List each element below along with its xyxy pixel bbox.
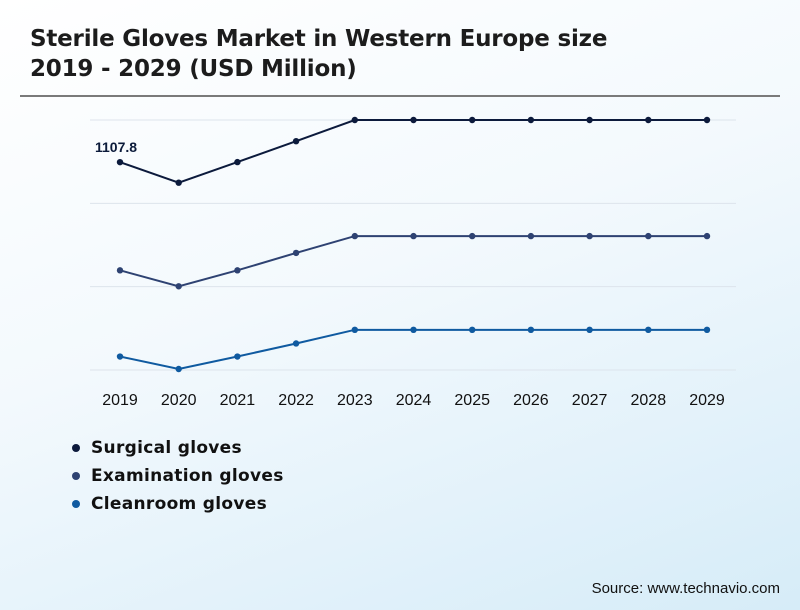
legend-marker-icon bbox=[72, 444, 80, 452]
chart-title: Sterile Gloves Market in Western Europe … bbox=[30, 24, 770, 84]
data-label: 1107.8 bbox=[95, 139, 137, 155]
legend-label: Cleanroom gloves bbox=[91, 494, 267, 514]
data-point bbox=[116, 353, 124, 360]
x-tick-label: 2020 bbox=[161, 392, 197, 409]
source-note: Source: www.technavio.com bbox=[591, 580, 780, 597]
data-point bbox=[175, 179, 182, 186]
data-point bbox=[234, 158, 241, 166]
data-point bbox=[292, 137, 300, 145]
data-point bbox=[703, 232, 711, 240]
x-tick-label: 2026 bbox=[513, 392, 549, 409]
data-point bbox=[234, 353, 241, 360]
data-point bbox=[469, 326, 476, 334]
data-point bbox=[469, 116, 476, 124]
x-tick-label: 2023 bbox=[337, 392, 373, 409]
data-point bbox=[527, 326, 535, 334]
series-line-0 bbox=[119, 119, 707, 184]
data-point bbox=[116, 267, 124, 274]
x-tick-label: 2019 bbox=[102, 392, 138, 409]
title-divider bbox=[20, 95, 780, 97]
legend-label: Surgical gloves bbox=[91, 438, 242, 458]
legend-item: Examination gloves bbox=[72, 462, 284, 490]
x-tick-label: 2028 bbox=[631, 392, 667, 409]
legend-marker-icon bbox=[72, 500, 80, 508]
data-point bbox=[351, 326, 358, 334]
data-point bbox=[116, 158, 124, 166]
x-tick-label: 2022 bbox=[278, 392, 314, 409]
legend-label: Examination gloves bbox=[91, 466, 284, 486]
legend-marker-icon bbox=[72, 472, 80, 480]
title-line-2: 2019 - 2029 (USD Million) bbox=[30, 56, 357, 82]
series-line-2 bbox=[119, 328, 707, 371]
data-point bbox=[234, 267, 241, 274]
x-tick-label: 2029 bbox=[689, 392, 725, 409]
data-point bbox=[175, 365, 182, 373]
data-point bbox=[586, 232, 593, 240]
data-point bbox=[586, 116, 593, 124]
line-chart: 1107.8 2019 2020 2021 2022 2023 2024 2025 2026 20… bbox=[90, 116, 736, 409]
legend-item: Surgical gloves bbox=[72, 434, 284, 462]
legend-item: Cleanroom gloves bbox=[72, 490, 284, 518]
x-tick-label: 2024 bbox=[396, 392, 432, 409]
data-point bbox=[703, 116, 711, 124]
data-point bbox=[175, 283, 182, 290]
data-point bbox=[292, 249, 300, 257]
x-tick-label: 2021 bbox=[220, 392, 256, 409]
data-point bbox=[645, 116, 652, 124]
data-point bbox=[351, 116, 358, 124]
data-point bbox=[703, 326, 711, 334]
data-point bbox=[351, 232, 358, 240]
data-point bbox=[410, 232, 417, 240]
x-tick-label: 2027 bbox=[572, 392, 608, 409]
title-line-1: Sterile Gloves Market in Western Europe … bbox=[30, 26, 608, 52]
data-point bbox=[410, 116, 417, 124]
series-line-1 bbox=[119, 235, 707, 288]
data-point bbox=[469, 232, 476, 240]
x-tick-label: 2025 bbox=[454, 392, 490, 409]
data-point bbox=[527, 232, 535, 240]
data-point bbox=[527, 116, 535, 124]
data-point bbox=[586, 326, 593, 334]
data-point bbox=[645, 232, 652, 240]
legend: Surgical gloves Examination gloves Cleanro… bbox=[72, 434, 284, 518]
data-point bbox=[292, 340, 300, 347]
data-point bbox=[410, 326, 417, 334]
data-point bbox=[645, 326, 652, 334]
